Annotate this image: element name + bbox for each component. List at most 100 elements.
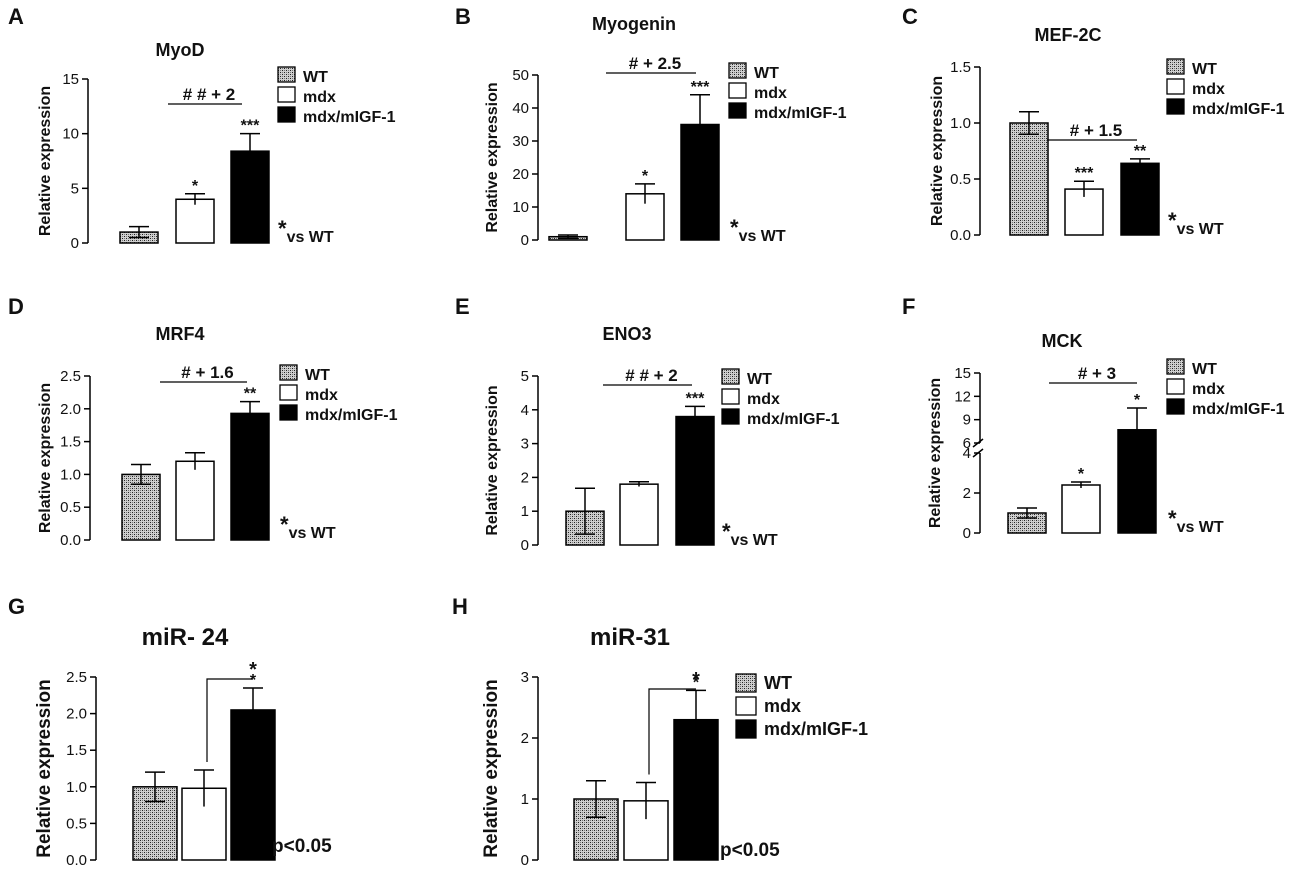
y-axis-label: Relative expression: [37, 383, 54, 533]
legend-swatch-mdx-migf-1: [735, 719, 757, 739]
chart-panel-e: E ENO3 Relative expression 0 1 2 3 4 5 *** # # + 2…: [455, 294, 840, 554]
legend-label: WT: [1192, 361, 1217, 378]
chart-title: ENO3: [602, 324, 651, 344]
legend: WT mdx mdx/mIGF-1: [1166, 58, 1285, 118]
y-tick-label: 0: [71, 235, 79, 252]
y-tick-label: 0: [963, 525, 971, 542]
y-tick-label: 3: [521, 436, 529, 453]
legend: WT mdx mdx/mIGF-1: [721, 368, 840, 428]
chart-title: miR- 24: [142, 624, 229, 651]
chart-title: MEF-2C: [1035, 25, 1102, 45]
legend-swatch-mdx-migf-1: [1166, 98, 1185, 115]
y-tick-label: 30: [512, 133, 529, 150]
note-asterisk: *: [280, 512, 289, 537]
legend-swatch-mdx-migf-1: [721, 408, 740, 425]
legend-label: mdx: [1192, 381, 1225, 398]
significance-marker: *: [1078, 466, 1085, 483]
significance-note: *vs WT: [722, 519, 778, 549]
legend-swatch-mdx: [728, 82, 747, 99]
significance-marker: *: [192, 178, 199, 195]
y-tick-label: 0.5: [950, 171, 971, 188]
y-tick-label: 2.0: [60, 401, 81, 418]
chart-panel-f: F MCK Relative expression 0 2 46 9 12 15 * * # + 3 *…: [902, 294, 1285, 542]
y-tick-label: 9: [963, 412, 971, 429]
y-tick-label: 3: [521, 669, 529, 686]
significance-marker: ***: [1075, 165, 1094, 182]
bar-mdx: [175, 198, 215, 244]
legend-label: mdx/mIGF-1: [764, 719, 868, 739]
legend-label: mdx/mIGF-1: [754, 105, 847, 122]
legend-label: WT: [747, 371, 772, 388]
y-axis-label: Relative expression: [34, 679, 55, 857]
panel-label: D: [8, 294, 24, 319]
y-tick-label: 2.5: [60, 368, 81, 385]
y-tick-label: 40: [512, 100, 529, 117]
y-tick-label: 0.5: [60, 499, 81, 516]
legend-label: mdx/mIGF-1: [1192, 101, 1285, 118]
significance-note: *vs WT: [1168, 208, 1224, 238]
chart-panel-b: B Myogenin Relative expression 0 10 20 30 40 50 *…: [455, 4, 847, 249]
note-text: vs WT: [1177, 519, 1224, 536]
legend-swatch-mdx-migf-1: [279, 404, 298, 421]
note-asterisk: *: [722, 519, 731, 544]
bar-mdx-migf-1: [230, 709, 276, 861]
significance-note: *vs WT: [280, 512, 336, 542]
legend-label: mdx: [754, 85, 787, 102]
legend: WT mdx mdx/mIGF-1: [728, 62, 847, 122]
note-text: vs WT: [287, 229, 334, 246]
y-axis-label: Relative expression: [481, 679, 502, 857]
bar-mdx-migf-1: [680, 123, 720, 241]
y-tick-label: 1.0: [66, 779, 87, 796]
legend-swatch-mdx: [1166, 378, 1185, 395]
legend-swatch-mdx: [735, 696, 757, 716]
y-tick-label: 2: [963, 485, 971, 502]
legend-swatch-wt: [1166, 358, 1185, 375]
note-text: vs WT: [731, 532, 778, 549]
y-tick-label: 0.0: [950, 227, 971, 244]
y-tick-label: 1.0: [950, 115, 971, 132]
legend-swatch-mdx: [721, 388, 740, 405]
y-axis-label: Relative expression: [484, 385, 501, 535]
y-tick-label: 10: [512, 199, 529, 216]
panel-label: F: [902, 294, 915, 319]
bar-mdx-migf-1: [1120, 162, 1160, 236]
significance-note: p<0.05: [272, 836, 332, 857]
note-text: vs WT: [1177, 221, 1224, 238]
legend-swatch-wt: [735, 673, 757, 693]
y-tick-label: 0: [521, 232, 529, 249]
y-tick-label: 2: [521, 469, 529, 486]
panel-label: A: [8, 4, 24, 29]
y-axis-label: Relative expression: [929, 76, 946, 226]
legend: WT mdx mdx/mIGF-1: [735, 673, 868, 739]
legend-label: mdx/mIGF-1: [747, 411, 840, 428]
bar-wt: [573, 798, 619, 861]
y-tick-label: 15: [62, 71, 79, 88]
y-tick-label: 2: [521, 730, 529, 747]
bar-wt: [121, 473, 161, 541]
legend-label: mdx/mIGF-1: [305, 407, 398, 424]
legend-label: WT: [305, 367, 330, 384]
y-tick-label: 0.0: [66, 852, 87, 869]
legend-label: mdx: [303, 89, 336, 106]
chart-panel-d: D MRF4 Relative expression 0.0 0.5 1.0 1.5 2.0 2…: [8, 294, 398, 549]
bar-mdx: [175, 460, 215, 541]
chart-title: Myogenin: [592, 14, 676, 34]
comparison-label: # # + 2: [183, 85, 235, 104]
legend-label: WT: [754, 65, 779, 82]
legend-label: mdx: [1192, 81, 1225, 98]
legend-label: WT: [1192, 61, 1217, 78]
legend-swatch-mdx: [277, 86, 296, 103]
y-tick-label: 1.5: [60, 434, 81, 451]
panel-label: B: [455, 4, 471, 29]
y-tick-label: 15: [954, 365, 971, 382]
y-tick-label: 1: [521, 791, 529, 808]
y-tick-label: 1.5: [66, 742, 87, 759]
panel-label: C: [902, 4, 918, 29]
comparison-label: *: [692, 669, 700, 691]
significance-marker: *: [693, 674, 700, 691]
y-tick-label: 4: [521, 402, 529, 419]
legend-label: WT: [303, 69, 328, 86]
